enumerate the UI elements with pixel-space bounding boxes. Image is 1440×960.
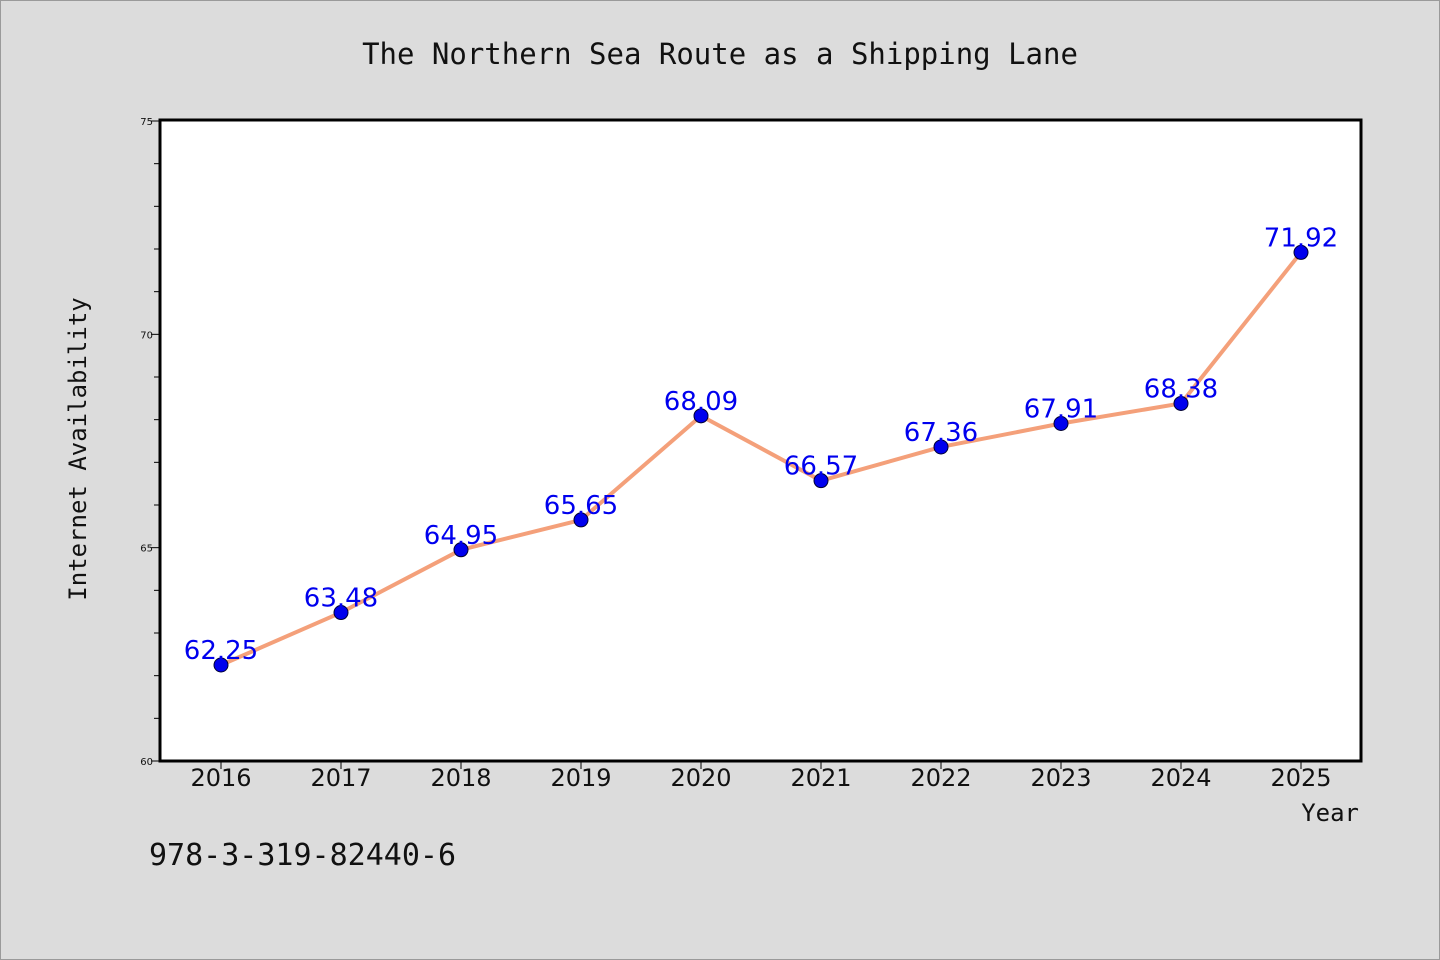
data-point-label: 63.48 [304, 584, 378, 614]
data-point-label: 65.65 [544, 491, 618, 521]
x-tick-label: 2018 [430, 764, 491, 792]
data-point-marker [1053, 416, 1069, 432]
y-axis-label: Internet Availability [64, 297, 92, 600]
data-point-marker [1173, 395, 1189, 411]
data-point-label: 66.57 [784, 452, 858, 482]
x-tick-label: 2024 [1150, 764, 1211, 792]
data-point-marker [813, 473, 829, 489]
x-axis-label: Year [1301, 799, 1359, 827]
series-line [219, 250, 1303, 667]
data-point-marker [933, 439, 949, 455]
data-point-label: 62.25 [184, 636, 258, 666]
y-axis: 60 65 70 75 [140, 117, 161, 768]
x-tick-label: 2023 [1030, 764, 1091, 792]
x-tick-label: 2020 [670, 764, 731, 792]
data-point-label: 68.09 [664, 387, 738, 417]
plot-area [158, 118, 1363, 763]
data-point-label: 64.95 [424, 521, 498, 551]
x-tick-label: 2019 [550, 764, 611, 792]
y-tick-label: 70 [140, 330, 153, 341]
data-point-marker [693, 408, 709, 424]
data-point-marker [213, 657, 229, 673]
data-point-label: 68.38 [1144, 374, 1218, 404]
data-point-label: 67.36 [904, 418, 978, 448]
y-tick-label: 65 [140, 544, 153, 555]
data-point-marker [573, 512, 589, 528]
series-line-group [213, 244, 1309, 673]
data-point-marker [333, 605, 349, 621]
x-tick-label: 2021 [790, 764, 851, 792]
x-tick-label: 2017 [310, 764, 371, 792]
y-tick-label: 60 [140, 757, 153, 768]
data-point-marker [1293, 244, 1309, 260]
x-axis: 2016 2017 2018 2019 2020 2021 2022 2023 2024 2025 [190, 761, 1332, 792]
data-point-label: 67.91 [1024, 395, 1098, 425]
data-label-group: 62.25 63.48 64.95 65.65 68.09 66.57 67.36 67.91… [184, 223, 1338, 666]
data-point-label: 71.92 [1264, 223, 1338, 253]
x-tick-label: 2016 [190, 764, 251, 792]
x-tick-label: 2022 [910, 764, 971, 792]
x-tick-label: 2025 [1270, 764, 1331, 792]
chart-title: The Northern Sea Route as a Shipping Lan… [362, 37, 1078, 71]
data-point-marker [453, 542, 469, 558]
y-tick-label: 75 [140, 117, 153, 128]
isbn-footer: 978-3-319-82440-6 [149, 838, 456, 873]
